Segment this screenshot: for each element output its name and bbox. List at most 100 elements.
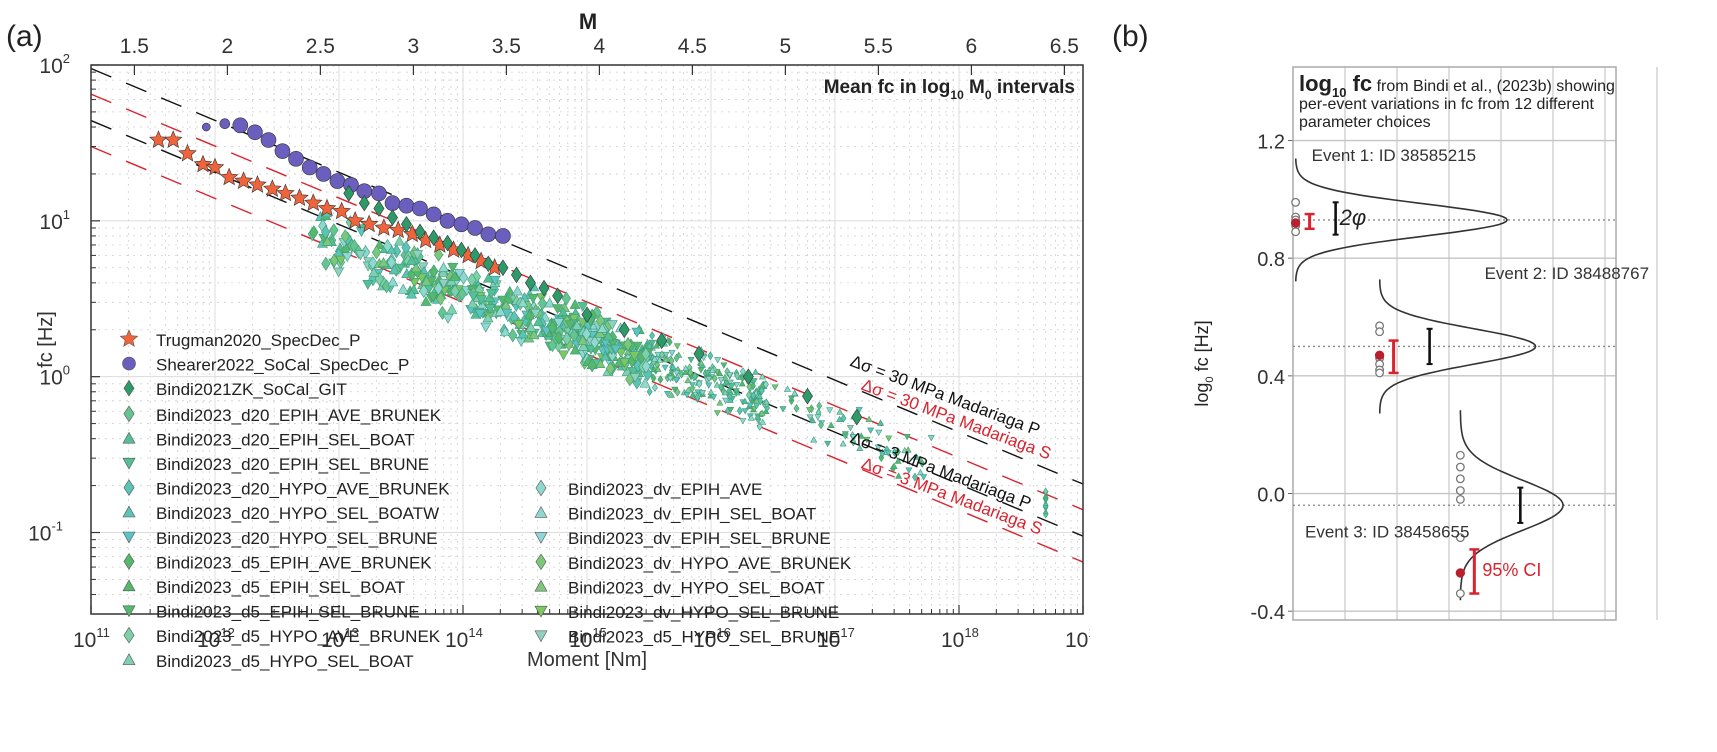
y-tick-label: -0.4: [1251, 602, 1285, 624]
data-point: [437, 266, 449, 277]
event-label: Event 2: ID 38488767: [1485, 264, 1649, 283]
sample-point: [1291, 197, 1301, 207]
data-point: [420, 275, 432, 286]
ci-annotation: 95% CI: [1482, 560, 1541, 580]
data-point: [288, 151, 304, 167]
data-point: [816, 401, 823, 411]
data-point: [753, 400, 760, 410]
data-point: [467, 298, 479, 309]
data-point: [585, 344, 597, 355]
top-tick-label: 4: [594, 35, 606, 58]
data-point: [656, 356, 664, 363]
data-point: [436, 291, 446, 306]
data-point: [562, 331, 572, 346]
data-point: [333, 267, 345, 278]
legend-label: Bindi2023_d5_HYPO_SEL_BRUNE: [568, 628, 840, 647]
data-point: [840, 413, 847, 423]
data-point: [568, 314, 580, 325]
data-point: [497, 259, 509, 277]
data-point: [912, 472, 918, 482]
data-point: [321, 225, 331, 240]
data-point: [806, 414, 814, 421]
data-point: [728, 383, 736, 390]
event-label: Event 3: ID 38458655: [1305, 523, 1469, 542]
data-point: [301, 159, 318, 176]
data-point: [414, 223, 426, 241]
data-point: [746, 382, 753, 392]
sample-point: [1455, 474, 1465, 484]
data-point: [694, 392, 701, 402]
legend-marker: [123, 479, 135, 496]
data-point: [401, 215, 412, 233]
distribution-curve: [1378, 279, 1537, 414]
data-point: [619, 358, 631, 368]
data-point: [668, 356, 675, 366]
data-point: [551, 304, 563, 315]
data-point: [656, 332, 668, 350]
data-point: [467, 220, 483, 236]
data-point: [687, 357, 695, 364]
data-point: [673, 370, 681, 377]
y-tick-label: 1.2: [1257, 132, 1285, 154]
data-point: [482, 255, 494, 273]
data-point: [762, 398, 770, 405]
data-point: [639, 377, 651, 388]
legend-label: Bindi2023_d20_HYPO_SEL_BRUNE: [156, 529, 438, 548]
data-point: [368, 266, 380, 277]
data-point: [867, 427, 875, 434]
data-point: [605, 361, 616, 376]
data-point: [705, 376, 713, 383]
data-point: [569, 298, 581, 309]
data-point: [736, 406, 743, 416]
data-point: [747, 414, 755, 421]
legend-label: Bindi2023_dv_EPIH_SEL_BOAT: [568, 505, 816, 524]
data-point: [824, 440, 832, 448]
data-point: [652, 383, 658, 393]
data-point: [754, 413, 762, 420]
data-point: [720, 362, 728, 369]
data-point: [652, 342, 661, 349]
data-point: [863, 436, 871, 444]
data-point: [528, 329, 540, 340]
data-point: [759, 418, 767, 425]
data-point: [581, 326, 592, 342]
data-point: [149, 130, 168, 148]
data-point: [714, 357, 722, 364]
top-axis-label: M: [579, 9, 597, 34]
legend-label: Trugman2020_SpecDec_P: [156, 331, 360, 350]
highlighted-sample: [1374, 350, 1385, 360]
data-point: [716, 399, 724, 406]
data-point: [382, 238, 393, 254]
data-point: [705, 382, 713, 389]
data-point: [290, 188, 309, 206]
data-point: [850, 437, 857, 447]
data-point: [733, 382, 741, 389]
data-point: [587, 358, 597, 373]
data-point: [332, 201, 351, 220]
data-point: [345, 211, 365, 229]
legend-label: Bindi2023_d5_EPIH_AVE_BRUNEK: [156, 553, 432, 572]
data-point: [371, 245, 382, 260]
data-point: [903, 434, 911, 441]
data-point: [877, 419, 885, 426]
data-point: [689, 391, 697, 398]
data-point: [672, 377, 680, 384]
legend-label: Bindi2023_d20_EPIH_SEL_BOAT: [156, 430, 415, 449]
data-point: [875, 429, 883, 437]
data-point: [329, 223, 339, 238]
data-point: [668, 350, 676, 357]
data-point: [540, 326, 552, 337]
data-point: [547, 320, 558, 335]
data-point: [865, 415, 873, 423]
data-point: [693, 345, 705, 363]
legend-label: Bindi2023_d5_HYPO_SEL_BOAT: [156, 652, 414, 671]
data-point: [480, 322, 492, 333]
sigma-annotation: 2φ: [1339, 205, 1367, 230]
y-axis-label: fc [Hz]: [35, 311, 57, 368]
data-point: [359, 214, 379, 233]
data-point: [362, 279, 374, 290]
data-point: [669, 363, 677, 370]
top-tick-label: 2: [222, 35, 234, 58]
legend-label: Bindi2023_dv_HYPO_SEL_BRUNE: [568, 603, 839, 622]
top-tick-label: 5: [780, 35, 792, 58]
